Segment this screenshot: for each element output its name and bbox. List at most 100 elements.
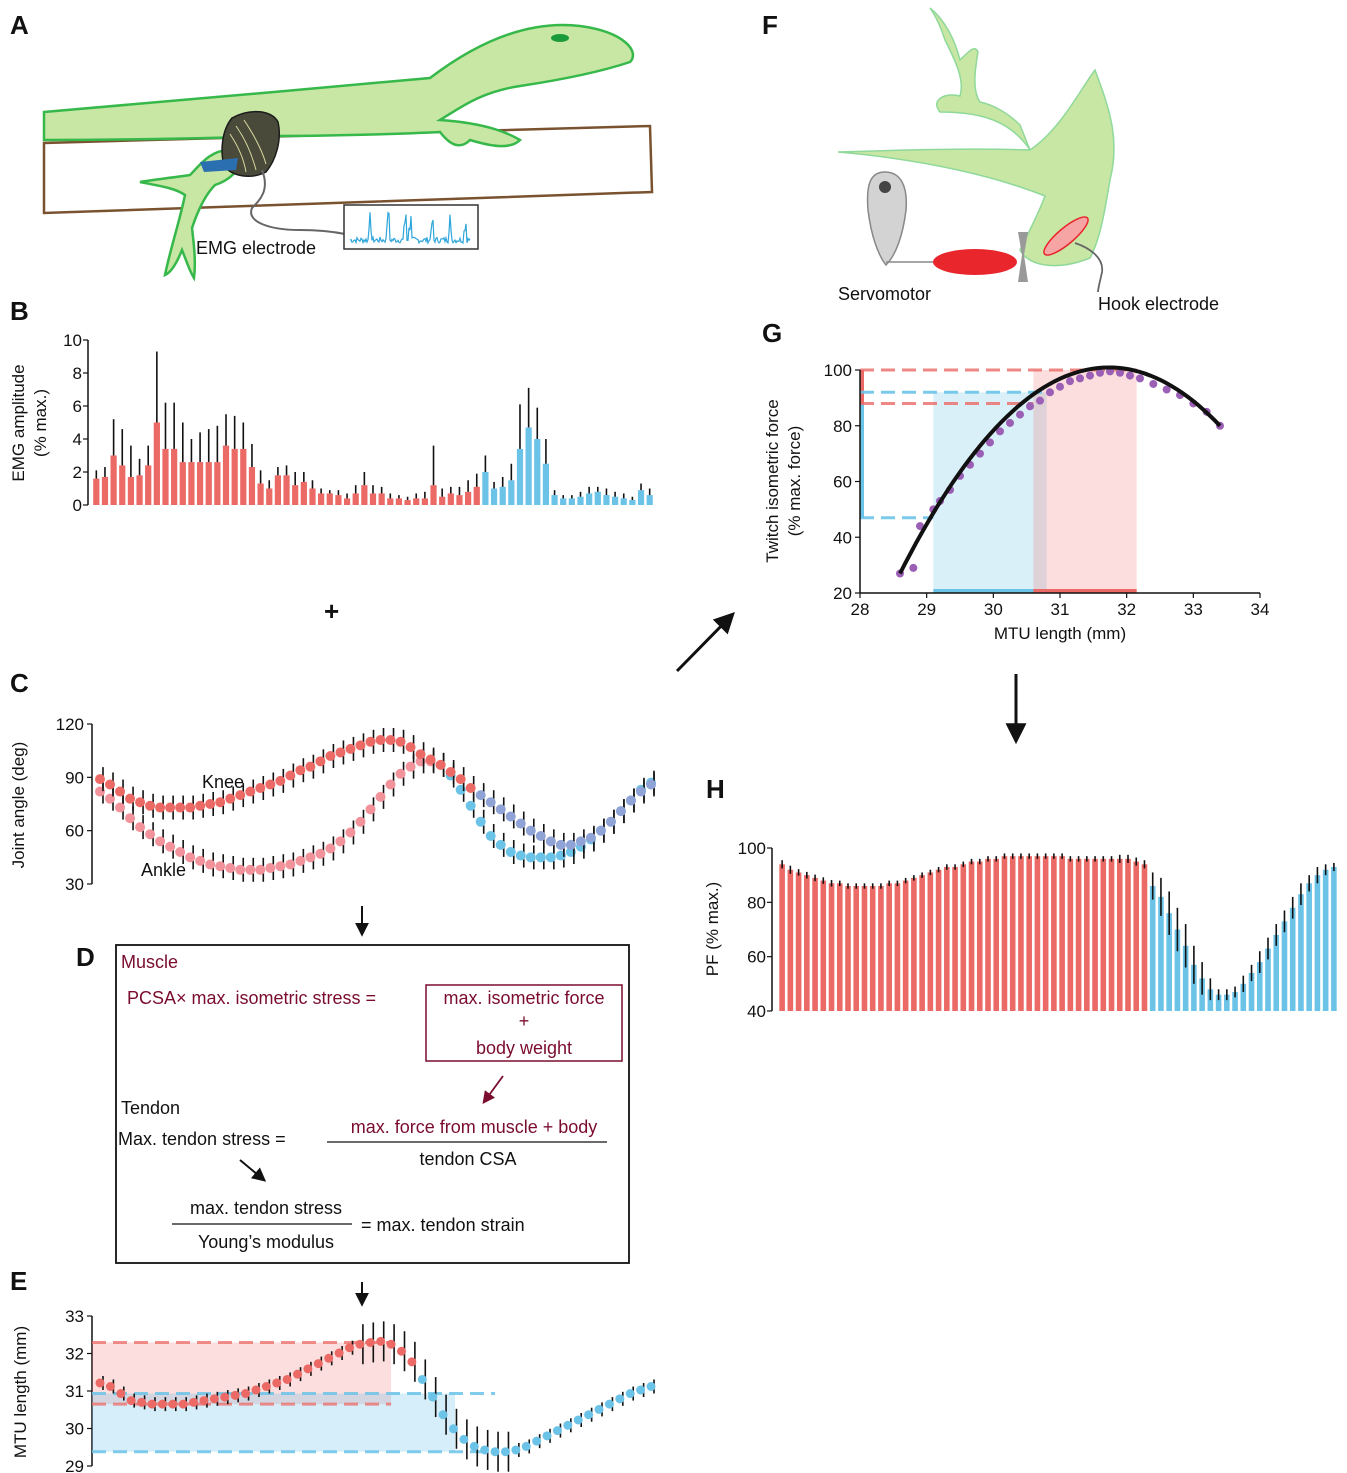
mtu-point [604,1399,614,1409]
knee-point [565,839,576,850]
mtu-point [220,1392,230,1402]
ankle-point [545,852,556,863]
force-length-point [916,522,924,531]
pf-bar [1232,991,1238,1011]
tendon [200,158,238,172]
strain-denominator: Young’s modulus [198,1232,334,1252]
force-box-line2: + [519,1011,530,1031]
knee-point [275,775,286,786]
pf-bar [902,880,909,1011]
mtu-point [573,1415,583,1425]
knee-point [245,786,256,797]
emg-bar [188,462,195,505]
predicted-force-chart: 40 60 80 100 PF (% max.) [703,839,1337,1021]
force-length-point [1149,379,1158,388]
ankle-point [225,863,236,873]
emg-bar [300,481,307,505]
pf-bar [1009,856,1016,1011]
emg-bar [110,455,117,505]
pf-bar [1281,921,1288,1011]
force-length-point [1136,374,1144,383]
emg-bar [179,462,186,505]
y-tick-label: 10 [63,331,82,350]
ankle-point [475,816,486,827]
ankle-point [305,852,316,863]
ankle-series-label: Ankle [141,860,186,880]
mtu-point [365,1337,375,1347]
knee-point [155,802,166,813]
ankle-point [375,791,386,802]
panel-label-g: G [762,318,782,348]
mtu-point [345,1343,355,1353]
force-length-point [1026,402,1034,411]
y-axis-label-2: (% max. force) [785,426,804,537]
ankle-point [185,852,196,863]
force-box [425,984,623,1062]
x-tick-label: 31 [1051,600,1070,619]
pf-bar [985,858,991,1011]
emg-bar [387,498,394,505]
force-length-point [1006,418,1014,427]
knee-point [435,759,446,770]
pf-bar [1116,858,1123,1011]
knee-point [345,743,356,754]
y-tick-label: 100 [738,839,766,858]
y-tick-label: 4 [73,430,82,449]
force-length-point [996,427,1004,436]
mtu-point [355,1339,365,1349]
arrow-to-g [675,612,735,673]
ankle-point [355,816,366,827]
mtu-point [189,1397,199,1407]
knee-point [165,802,176,813]
ankle-point [395,768,406,779]
pf-bar [1265,948,1271,1011]
pf-bar [1331,867,1337,1011]
mtu-point [178,1399,188,1409]
pf-bar [1125,858,1131,1011]
pf-bar [804,875,810,1011]
pf-bar [968,861,975,1011]
knee-point [535,831,546,841]
pf-bar [1182,945,1189,1011]
pf-bar [861,886,868,1011]
knee-point [125,793,136,804]
mtu-point [376,1336,386,1346]
mtu-point [417,1374,427,1384]
ankle-point [175,847,186,857]
pf-bar [1256,962,1263,1011]
hook-electrode-label: Hook electrode [1098,294,1219,314]
force-box-line3: body weight [476,1038,572,1058]
x-tick-label: 30 [984,600,1003,619]
pf-bar [1018,856,1024,1011]
knee-point [646,779,656,790]
knee-point [145,800,156,811]
pf-bar [1240,983,1247,1011]
ankle-point [115,802,126,813]
emg-bar [205,462,212,505]
knee-point [575,836,586,847]
mtu-point [396,1346,406,1356]
mtu-point [625,1389,635,1399]
mtu-point [386,1339,396,1349]
emg-bar [335,495,342,505]
hook-wire [1074,242,1103,293]
knee-point [115,786,126,797]
muscle-clamp [1018,232,1028,282]
knee-point [205,799,216,809]
knee-point [545,836,556,847]
emg-bar [248,467,256,505]
pf-bar [1322,869,1329,1011]
emg-bar [508,480,515,505]
pf-bar [1026,856,1032,1011]
emg-bar [551,495,558,505]
in-situ-muscle [1043,216,1089,256]
ankle-point [335,836,346,847]
force-length-point [1126,371,1134,380]
mtu-point [459,1434,469,1444]
servomotor-pivot [879,181,891,193]
mtu-point [303,1364,313,1374]
ankle-point [525,852,536,863]
knee-point [335,747,346,758]
tendon-equation-left: Max. tendon stress = [118,1129,286,1149]
force-box-line1: max. isometric force [443,988,604,1008]
